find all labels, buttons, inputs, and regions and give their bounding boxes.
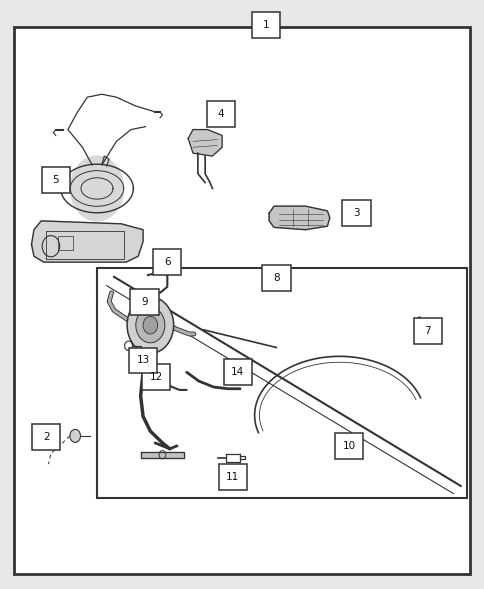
Polygon shape: [269, 206, 329, 230]
Bar: [97, 268, 466, 498]
Text: 3: 3: [352, 209, 359, 218]
FancyBboxPatch shape: [42, 167, 70, 193]
Text: 4: 4: [217, 109, 224, 118]
Text: 10: 10: [342, 441, 355, 451]
Text: 6: 6: [164, 257, 170, 267]
Text: 1: 1: [262, 20, 269, 29]
Text: 5: 5: [52, 175, 59, 184]
Circle shape: [143, 316, 157, 334]
FancyBboxPatch shape: [223, 359, 251, 385]
FancyBboxPatch shape: [153, 249, 181, 275]
FancyBboxPatch shape: [206, 101, 234, 127]
Text: 9: 9: [141, 297, 148, 307]
FancyBboxPatch shape: [142, 364, 170, 390]
Text: 12: 12: [149, 372, 163, 382]
FancyBboxPatch shape: [342, 200, 370, 226]
FancyBboxPatch shape: [129, 348, 157, 373]
FancyBboxPatch shape: [262, 265, 290, 291]
FancyBboxPatch shape: [130, 289, 158, 315]
Text: 11: 11: [226, 472, 239, 482]
Text: 8: 8: [272, 273, 279, 283]
FancyBboxPatch shape: [251, 12, 279, 38]
FancyBboxPatch shape: [413, 318, 441, 344]
Circle shape: [127, 297, 173, 353]
Text: 14: 14: [230, 368, 244, 377]
FancyBboxPatch shape: [32, 424, 60, 450]
Polygon shape: [140, 452, 184, 458]
Polygon shape: [31, 221, 143, 262]
Circle shape: [70, 155, 124, 221]
Circle shape: [136, 307, 165, 343]
Polygon shape: [188, 130, 222, 156]
Text: 2: 2: [43, 432, 49, 442]
Circle shape: [70, 429, 80, 442]
Text: 13: 13: [136, 356, 150, 365]
FancyBboxPatch shape: [218, 464, 246, 490]
FancyBboxPatch shape: [334, 433, 363, 459]
Text: 7: 7: [424, 326, 430, 336]
